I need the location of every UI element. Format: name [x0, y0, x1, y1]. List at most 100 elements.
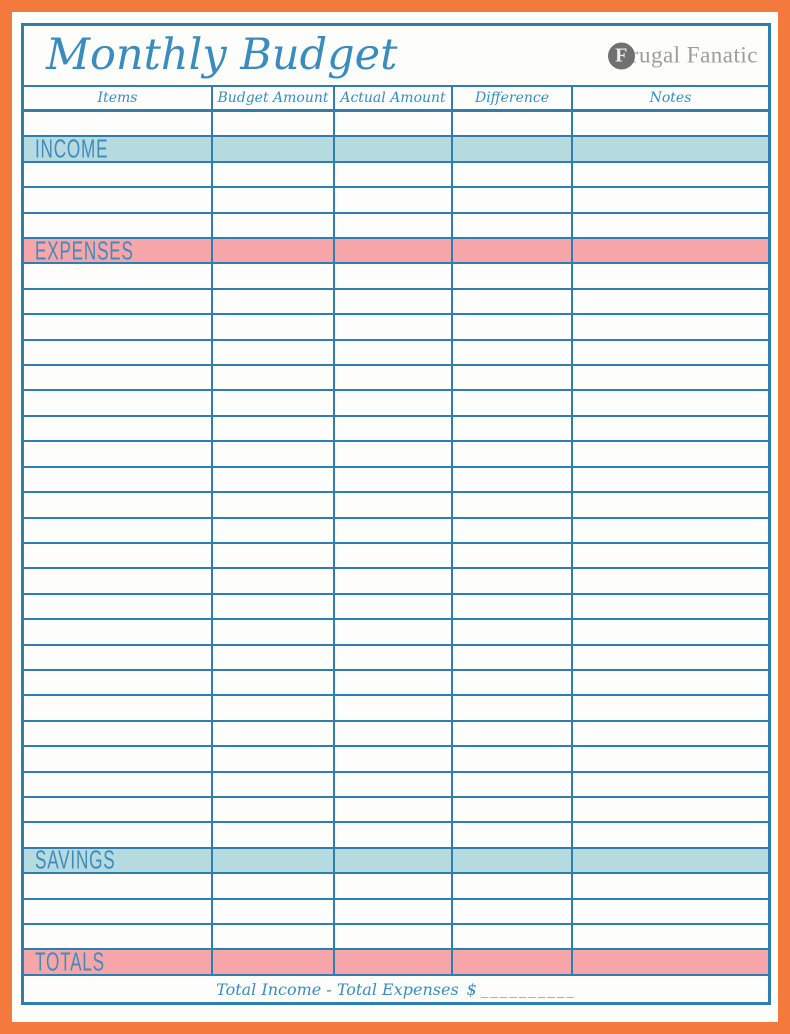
grid-cell — [453, 340, 573, 365]
grid-cell — [213, 797, 335, 822]
grid-cell — [213, 162, 335, 187]
grid-cell: EXPENSES — [24, 237, 213, 263]
grid-cell — [213, 264, 335, 288]
section-row-savings: SAVINGS — [24, 847, 768, 875]
grid-cell — [213, 213, 335, 238]
grid-cell — [24, 721, 213, 746]
grid-cell — [573, 849, 768, 872]
grid-cell — [453, 467, 573, 492]
grid-cell — [213, 645, 335, 669]
grid-cell — [24, 772, 213, 796]
grid-cell — [573, 188, 768, 211]
column-header-items: Items — [24, 87, 213, 109]
grid-cell — [24, 493, 213, 517]
column-header-row: Items Budget Amount Actual Amount Differ… — [24, 87, 768, 112]
grid-cell — [573, 646, 768, 669]
section-row-income: INCOME — [24, 133, 768, 164]
grid-cell — [24, 264, 213, 288]
grid-cell — [573, 239, 768, 262]
grid-cell — [24, 467, 213, 492]
grid-cell — [24, 315, 213, 339]
column-header-difference: Difference — [453, 87, 573, 109]
grid-cell — [213, 137, 335, 161]
table-row — [24, 493, 768, 519]
grid-cell — [573, 442, 768, 465]
grid-cell — [213, 442, 335, 466]
grid-cell — [335, 467, 453, 492]
grid-cell — [213, 899, 335, 923]
grid-cell — [573, 950, 768, 973]
grid-cell — [453, 620, 573, 644]
grid-cell — [24, 645, 213, 669]
grid-cell — [453, 112, 573, 136]
grid-cell — [213, 772, 335, 796]
grid-cell — [213, 518, 335, 542]
grid-cell — [213, 848, 335, 873]
grid-cell — [335, 137, 453, 161]
grid-cell: INCOME — [24, 133, 213, 164]
grid-cell — [335, 721, 453, 746]
table-row — [24, 112, 768, 138]
grid-cell — [453, 543, 573, 568]
table-row — [24, 162, 768, 189]
grid-cell — [573, 315, 768, 338]
table-row — [24, 391, 768, 417]
grid-cell — [573, 925, 768, 948]
grid-cell — [573, 366, 768, 389]
title-row: Monthly Budget F rugal Fanatic — [24, 26, 768, 87]
grid-cell — [335, 772, 453, 796]
grid-cell — [453, 569, 573, 593]
grid-cell — [335, 899, 453, 923]
grid-cell — [335, 797, 453, 822]
grid-cell — [213, 620, 335, 644]
section-row-expenses: EXPENSES — [24, 237, 768, 265]
grid-cell — [453, 289, 573, 314]
grid-cell — [453, 442, 573, 466]
grid-cell — [335, 289, 453, 314]
grid-cell — [573, 417, 768, 440]
grid-cell — [24, 162, 213, 187]
grid-cell — [335, 925, 453, 949]
grid-cell: SAVINGS — [24, 847, 213, 873]
table-row — [24, 366, 768, 392]
grid-cell — [213, 747, 335, 771]
grid-cell — [453, 797, 573, 822]
table-row — [24, 874, 768, 900]
budget-grid-body: INCOME EXPENSES SAVINGS TOTALS — [24, 112, 768, 976]
grid-cell — [213, 315, 335, 339]
grid-cell — [335, 315, 453, 339]
table-row — [24, 442, 768, 468]
table-row — [24, 747, 768, 773]
grid-cell — [213, 112, 335, 136]
table-row — [24, 797, 768, 824]
grid-cell — [573, 773, 768, 796]
table-row — [24, 213, 768, 240]
grid-cell — [335, 747, 453, 771]
grid-cell — [453, 137, 573, 161]
grid-cell — [453, 874, 573, 898]
grid-cell — [573, 696, 768, 719]
grid-cell — [573, 341, 768, 364]
grid-cell — [573, 722, 768, 745]
grid-cell — [573, 569, 768, 592]
grid-cell — [335, 264, 453, 288]
grid-cell — [453, 213, 573, 238]
grid-cell — [24, 747, 213, 771]
table-row — [24, 823, 768, 849]
grid-cell — [335, 620, 453, 644]
grid-cell — [573, 519, 768, 542]
grid-cell — [453, 721, 573, 746]
grid-cell — [213, 823, 335, 847]
grid-cell — [453, 696, 573, 720]
section-row-totals: TOTALS — [24, 946, 768, 977]
totals-footer-row: Total Income - Total Expenses $ ________… — [24, 976, 768, 1002]
section-label: INCOME — [35, 133, 109, 164]
grid-cell — [453, 747, 573, 771]
grid-cell — [335, 848, 453, 873]
column-header-notes: Notes — [649, 90, 692, 106]
grid-cell — [335, 391, 453, 415]
grid-cell — [213, 569, 335, 593]
grid-cell — [453, 645, 573, 669]
grid-cell — [573, 468, 768, 491]
section-label: TOTALS — [35, 946, 105, 977]
